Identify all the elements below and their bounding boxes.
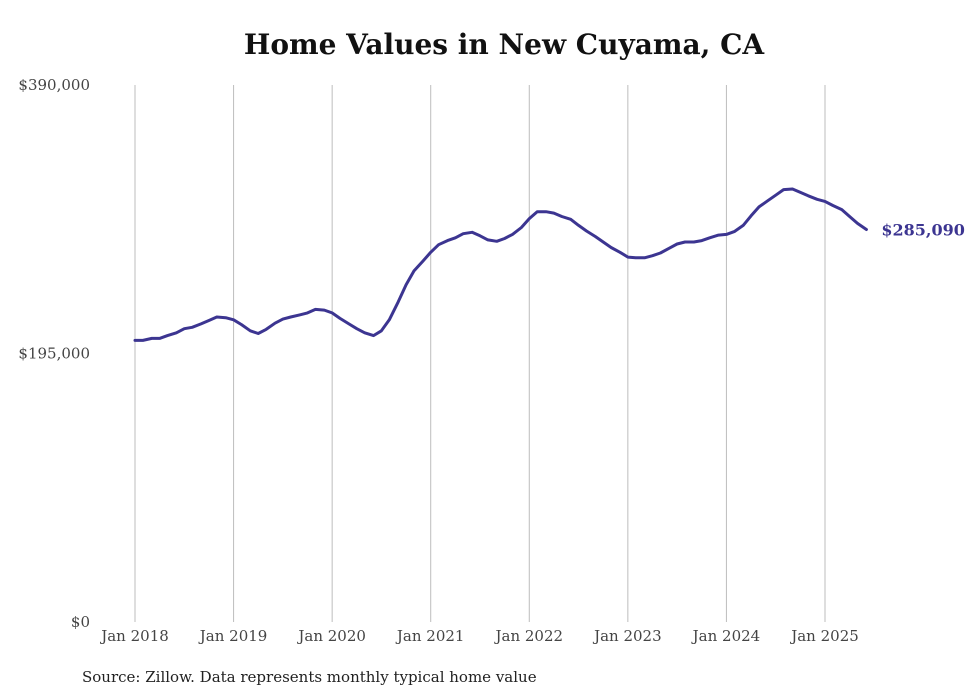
y-tick-label: $390,000 [18, 76, 90, 94]
x-tick-label: Jan 2020 [296, 627, 366, 645]
x-tick-label: Jan 2024 [691, 627, 761, 645]
x-tick-label: Jan 2022 [494, 627, 564, 645]
end-value-label: $285,090 [881, 220, 965, 239]
x-axis: Jan 2018 Jan 2019 Jan 2020 Jan 2021 Jan 2022… [99, 627, 859, 645]
series-line [133, 187, 868, 342]
x-tick-label: Jan 2025 [789, 627, 859, 645]
gridlines [134, 85, 826, 622]
x-tick-label: Jan 2019 [198, 627, 268, 645]
x-tick-label: Jan 2023 [592, 627, 662, 645]
chart-title: Home Values in New Cuyama, CA [243, 28, 765, 61]
source-note: Source: Zillow. Data represents monthly … [82, 668, 537, 686]
x-tick-label: Jan 2018 [99, 627, 169, 645]
y-axis: $0 $195,000 $390,000 [18, 76, 90, 631]
y-tick-label: $195,000 [18, 345, 90, 363]
y-tick-label: $0 [71, 613, 90, 631]
x-tick-label: Jan 2021 [395, 627, 465, 645]
series-group [133, 187, 868, 342]
